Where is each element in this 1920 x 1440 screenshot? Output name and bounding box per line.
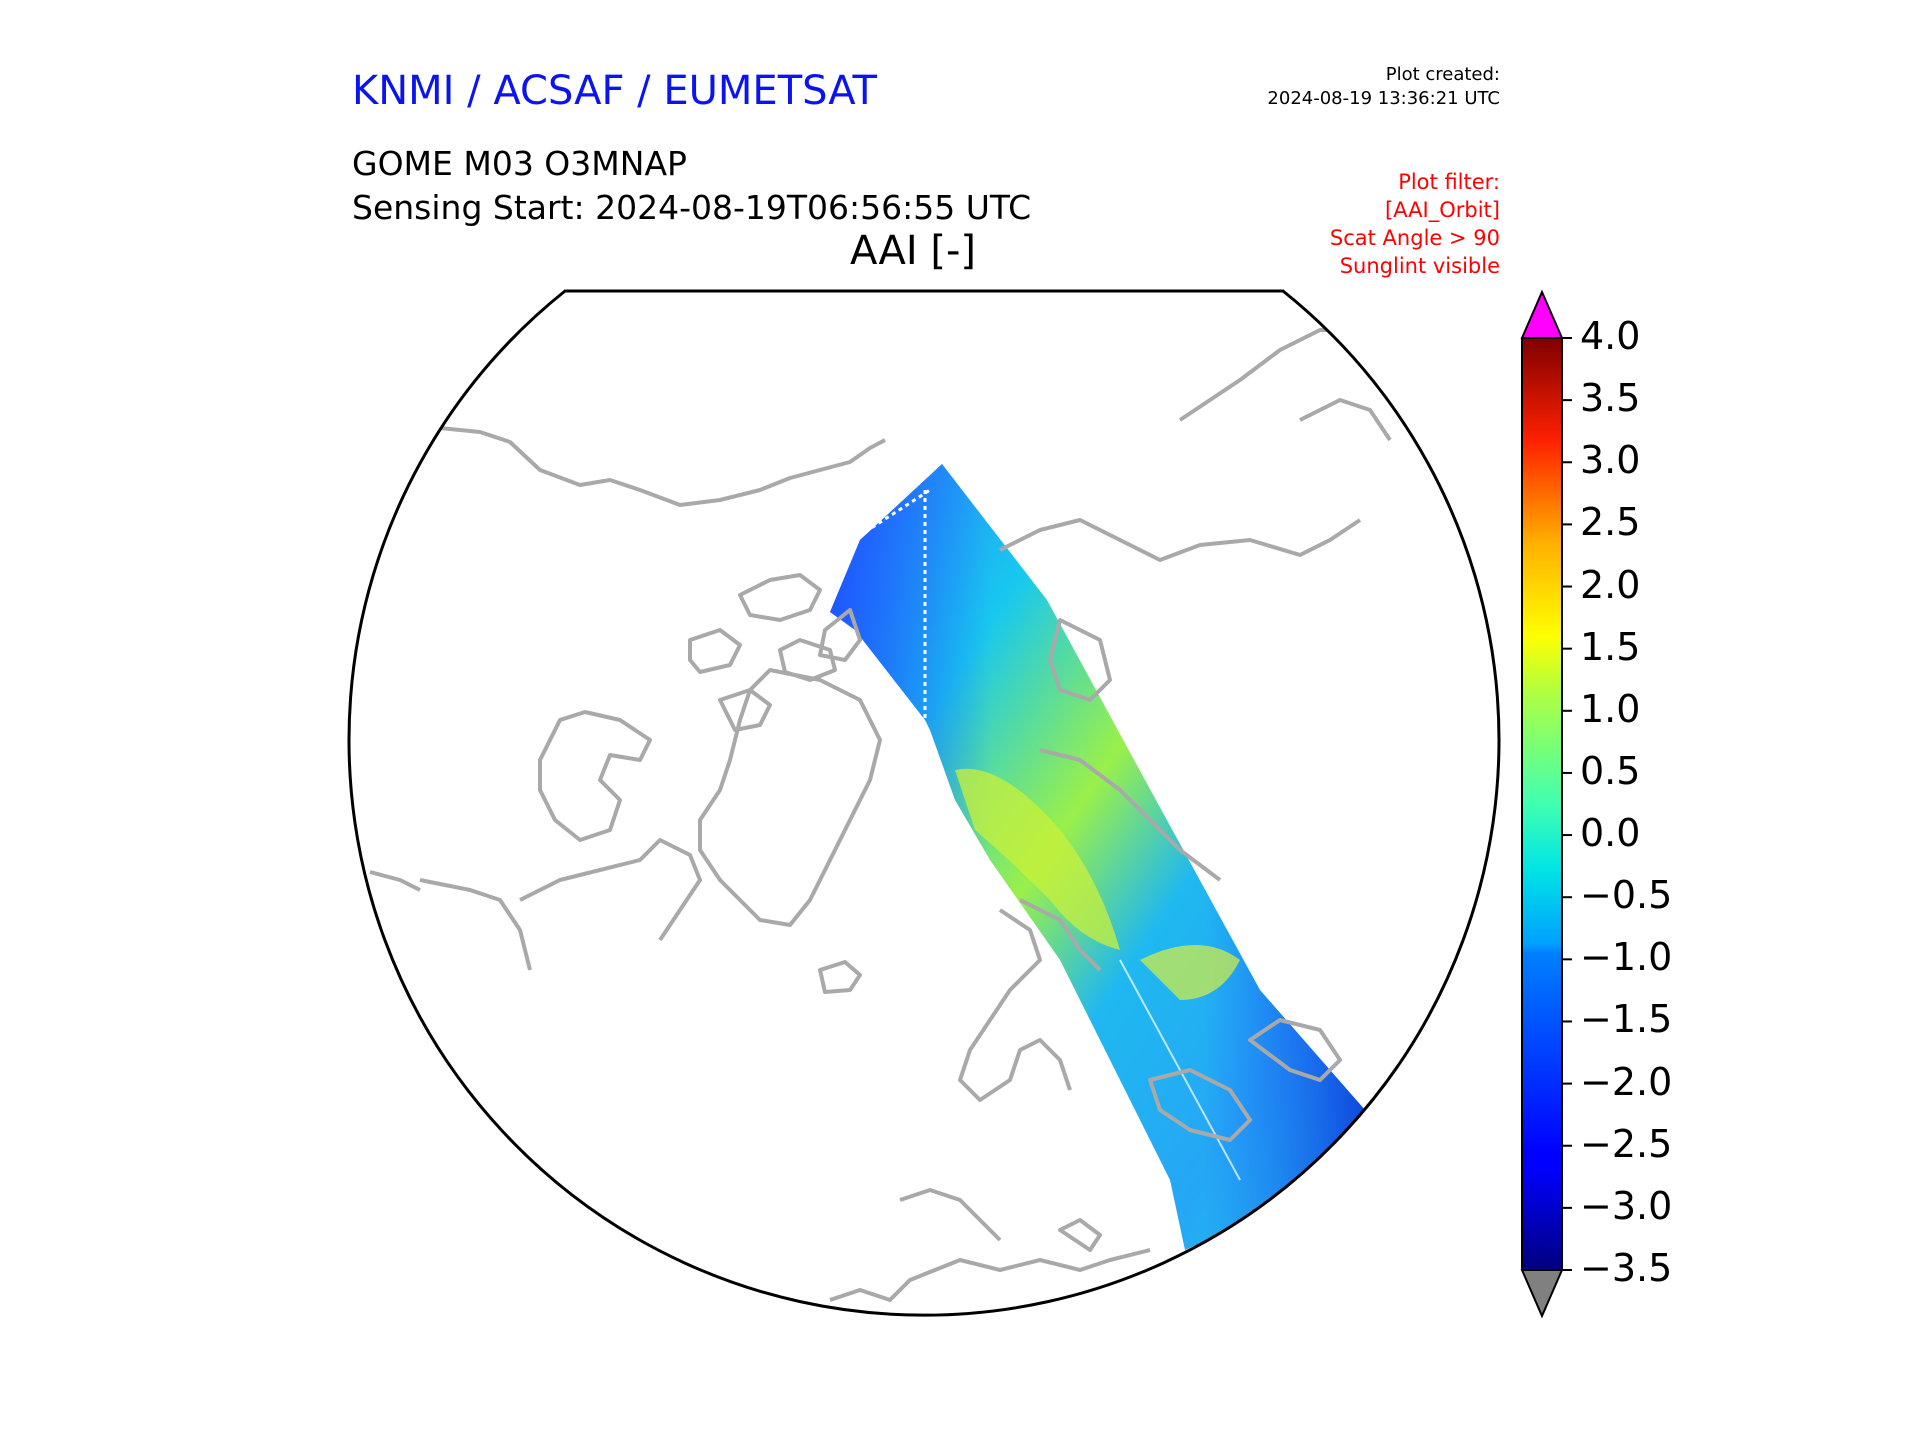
colorbar-tick-label: −3.5 [1580, 1246, 1673, 1290]
colorbar-tick-label: −2.5 [1580, 1121, 1673, 1166]
swath-gap-line-2 [844, 488, 931, 547]
colorbar-tick-label: −1.5 [1580, 997, 1673, 1042]
swath-seam-line [1119, 959, 1241, 1181]
plot-created-time: 2024-08-19 13:36:21 UTC [1267, 88, 1500, 109]
colorbar-tick-label: −0.5 [1580, 873, 1673, 918]
filter-item-orbit: [AAI_Orbit] [1385, 198, 1500, 222]
filter-item-sunglint: Sunglint visible [1339, 254, 1500, 278]
sensing-start: Sensing Start: 2024-08-19T06:56:55 UTC [352, 188, 1032, 227]
colorbar-tick-label: 4.0 [1580, 314, 1641, 358]
colorbar-tick-label: 2.0 [1580, 562, 1641, 607]
aai-swath-edge-shading [830, 464, 1365, 1250]
colorbar-tick-label: −2.0 [1580, 1059, 1673, 1104]
colorbar-gradient [1521, 337, 1563, 1271]
colorbar-tick-label: 0.0 [1580, 811, 1641, 856]
colorbar-tick-label: 1.0 [1580, 686, 1641, 731]
colorbar-under-triangle [1520, 1269, 1564, 1319]
colorbar-over-triangle [1520, 289, 1564, 339]
colorbar-tick-label: 3.5 [1580, 376, 1641, 421]
colorbar-tick-label: 0.5 [1580, 748, 1641, 793]
colorbar-tick-label: 3.0 [1580, 438, 1641, 483]
colorbar-tick-label: −3.0 [1580, 1183, 1673, 1228]
colorbar-tick-marks [1562, 337, 1572, 1271]
map-border [347, 289, 1501, 1317]
product-name: GOME M03 O3MNAP [352, 144, 687, 183]
map-title: AAI [-] [850, 228, 976, 274]
coastlines [369, 328, 1392, 1302]
colorbar-tick-label: 2.5 [1580, 500, 1641, 545]
colorbar-tick-label: −1.0 [1580, 935, 1673, 980]
agency-title: KNMI / ACSAF / EUMETSAT [352, 68, 877, 114]
filter-item-scat-angle: Scat Angle > 90 [1329, 226, 1500, 250]
filter-heading: Plot filter: [1398, 170, 1500, 194]
colorbar-tick-label: 1.5 [1580, 624, 1641, 669]
aai-high-region-2 [1140, 945, 1240, 1000]
aai-high-region [955, 768, 1120, 950]
plot-created-label: Plot created: [1385, 64, 1500, 85]
